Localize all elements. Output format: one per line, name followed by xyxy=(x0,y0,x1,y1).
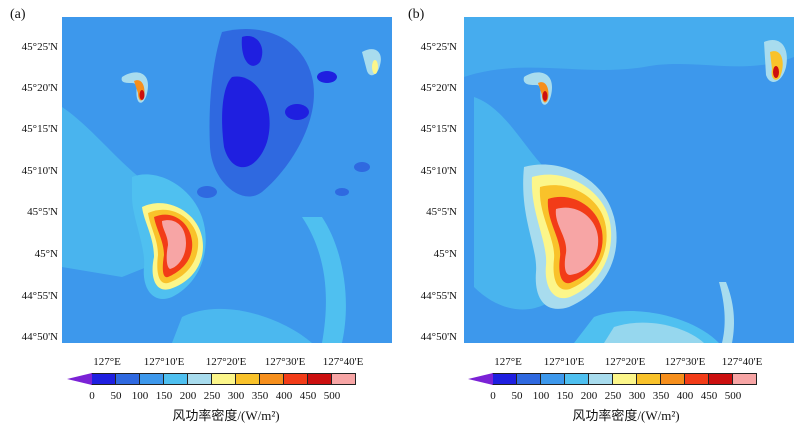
colorbar-segment xyxy=(660,373,685,385)
colorbar-segment xyxy=(588,373,613,385)
lon-label: 127°20'E xyxy=(604,356,646,368)
colorbar-tick: 200 xyxy=(179,390,197,402)
colorbar-segment xyxy=(540,373,565,385)
lon-label: 127°10'E xyxy=(543,356,585,368)
panel-label-b: (b) xyxy=(408,7,425,22)
lat-label: 44°55'N xyxy=(21,290,58,302)
panel-b: (b) 45°25'N 45°20'N 45°15'N 45°10'N 45°5… xyxy=(400,0,800,433)
colorbar-segment xyxy=(684,373,709,385)
colorbar-tick: 450 xyxy=(299,390,317,402)
colorbar-tick: 300 xyxy=(227,390,245,402)
colorbar-tick: 150 xyxy=(155,390,173,402)
lat-label: 45°25'N xyxy=(21,41,58,53)
colorbar-tick: 250 xyxy=(203,390,221,402)
colorbar-tick: 500 xyxy=(323,390,341,402)
lon-label: 127°40'E xyxy=(322,356,364,368)
colorbar-segment xyxy=(259,373,284,385)
lat-label: 44°55'N xyxy=(420,290,457,302)
colorbar-tick: 200 xyxy=(580,390,598,402)
lon-label: 127°20'E xyxy=(205,356,247,368)
colorbar-tick: 250 xyxy=(604,390,622,402)
lon-label: 127°40'E xyxy=(721,356,763,368)
lat-label: 45°N xyxy=(433,248,457,260)
colorbar-title: 风功率密度/(W/m²) xyxy=(172,408,280,423)
colorbar-segment xyxy=(612,373,637,385)
colorbar-tick: 100 xyxy=(532,390,550,402)
colorbar-segment xyxy=(235,373,260,385)
lat-label: 45°10'N xyxy=(420,165,457,177)
colorbar-segment xyxy=(163,373,188,385)
panel-label-a: (a) xyxy=(10,7,26,22)
lon-label: 127°30'E xyxy=(664,356,706,368)
lat-label: 45°15'N xyxy=(420,123,457,135)
lon-label: 127°10'E xyxy=(143,356,185,368)
colorbar-segment xyxy=(708,373,733,385)
colorbar-tick: 150 xyxy=(556,390,574,402)
colorbar-segment xyxy=(91,373,116,385)
colorbar-tick: 100 xyxy=(131,390,149,402)
colorbar-segment xyxy=(283,373,308,385)
lat-label: 45°10'N xyxy=(21,165,58,177)
colorbar-segment xyxy=(139,373,164,385)
lat-label: 45°25'N xyxy=(420,41,457,53)
lat-label: 44°50'N xyxy=(21,331,58,343)
colorbar-tick: 50 xyxy=(110,390,122,402)
lat-label: 45°N xyxy=(34,248,58,260)
colorbar-tick: 500 xyxy=(724,390,742,402)
lat-label: 45°20'N xyxy=(420,82,457,94)
colorbar-tick: 0 xyxy=(89,390,95,402)
colorbar-segment xyxy=(516,373,541,385)
colorbar-tick: 300 xyxy=(628,390,646,402)
colorbar-tick: 0 xyxy=(490,390,496,402)
colorbar-title: 风功率密度/(W/m²) xyxy=(572,408,680,423)
lat-label: 45°5'N xyxy=(426,206,457,218)
lon-label: 127°E xyxy=(93,356,121,368)
colorbar-tick: 350 xyxy=(251,390,269,402)
colorbar-segment xyxy=(187,373,212,385)
lat-label: 45°5'N xyxy=(27,206,58,218)
colorbar-segment xyxy=(115,373,140,385)
lon-label: 127°E xyxy=(494,356,522,368)
colorbar-tick: 350 xyxy=(652,390,670,402)
panel-a: (a) 45°25'N 45°20'N 45°15'N 45°10'N 45°5… xyxy=(10,7,392,423)
colorbar-segment xyxy=(211,373,236,385)
lat-label: 44°50'N xyxy=(420,331,457,343)
colorbar-tick: 50 xyxy=(511,390,523,402)
colorbar-a xyxy=(67,373,356,385)
colorbar-tick: 450 xyxy=(700,390,718,402)
colorbar-segment xyxy=(564,373,589,385)
colorbar-segment xyxy=(67,373,92,385)
colorbar-segment xyxy=(331,373,356,385)
lat-label: 45°15'N xyxy=(21,123,58,135)
lon-label: 127°30'E xyxy=(264,356,306,368)
colorbar-tick: 400 xyxy=(275,390,293,402)
colorbar-segment xyxy=(636,373,661,385)
colorbar-b xyxy=(468,373,757,385)
wind-power-map-b xyxy=(464,17,794,343)
lat-label: 45°20'N xyxy=(21,82,58,94)
wind-power-map-a xyxy=(62,17,392,343)
colorbar-tick: 400 xyxy=(676,390,694,402)
colorbar-segment xyxy=(468,373,493,385)
colorbar-segment xyxy=(307,373,332,385)
colorbar-segment xyxy=(732,373,757,385)
colorbar-segment xyxy=(492,373,517,385)
